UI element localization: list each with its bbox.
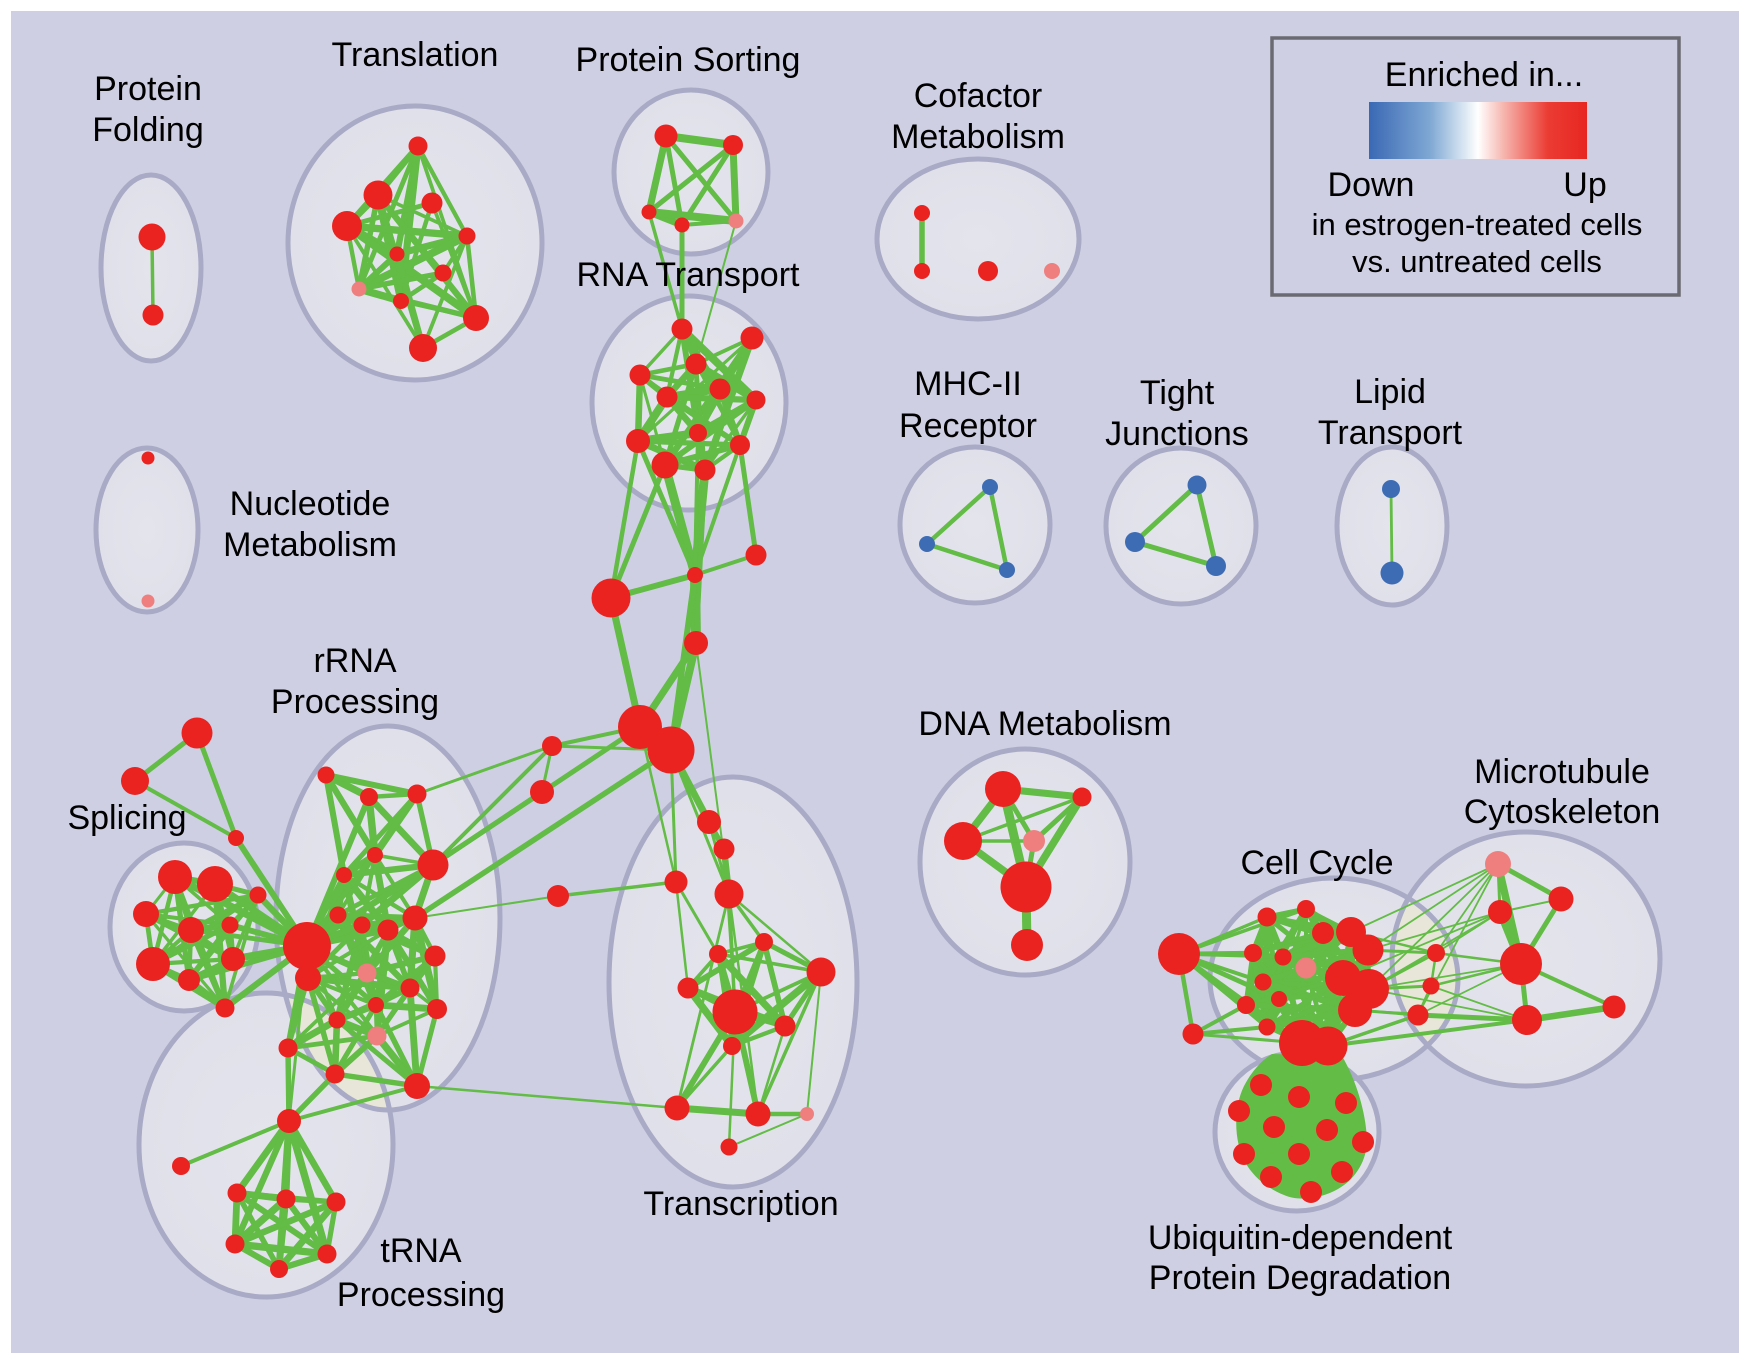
svg-text:Cell Cycle: Cell Cycle [1240, 844, 1393, 882]
svg-text:Transcription: Transcription [643, 1185, 838, 1223]
svg-text:vs. untreated cells: vs. untreated cells [1352, 244, 1602, 279]
svg-text:Processing: Processing [337, 1276, 505, 1314]
svg-text:Protein Degradation: Protein Degradation [1149, 1259, 1451, 1297]
svg-text:Junctions: Junctions [1105, 415, 1249, 453]
svg-text:Tight: Tight [1140, 374, 1215, 412]
svg-text:Metabolism: Metabolism [891, 118, 1065, 156]
svg-text:in estrogen-treated cells: in estrogen-treated cells [1312, 207, 1643, 242]
svg-text:Up: Up [1563, 166, 1606, 204]
svg-text:tRNA: tRNA [380, 1232, 462, 1270]
svg-text:Microtubule: Microtubule [1474, 753, 1650, 791]
svg-text:Ubiquitin-dependent: Ubiquitin-dependent [1148, 1219, 1453, 1257]
svg-text:Metabolism: Metabolism [223, 526, 397, 564]
svg-text:Receptor: Receptor [899, 407, 1037, 445]
svg-text:Protein: Protein [94, 70, 202, 108]
svg-text:rRNA: rRNA [313, 642, 396, 680]
svg-text:Nucleotide: Nucleotide [230, 485, 391, 523]
svg-text:Folding: Folding [92, 111, 204, 149]
svg-text:Enriched in...: Enriched in... [1385, 56, 1583, 94]
svg-text:DNA Metabolism: DNA Metabolism [918, 705, 1171, 743]
svg-text:Splicing: Splicing [67, 799, 186, 837]
svg-text:Down: Down [1328, 166, 1415, 204]
svg-text:Lipid: Lipid [1354, 373, 1426, 411]
svg-text:Transport: Transport [1318, 414, 1463, 452]
svg-text:Cofactor: Cofactor [914, 77, 1043, 115]
svg-text:RNA Transport: RNA Transport [577, 256, 801, 294]
svg-text:Cytoskeleton: Cytoskeleton [1464, 793, 1661, 831]
svg-text:Protein Sorting: Protein Sorting [576, 41, 801, 79]
svg-text:Translation: Translation [332, 36, 499, 74]
svg-text:Processing: Processing [271, 683, 439, 721]
svg-text:MHC-II: MHC-II [914, 365, 1022, 403]
